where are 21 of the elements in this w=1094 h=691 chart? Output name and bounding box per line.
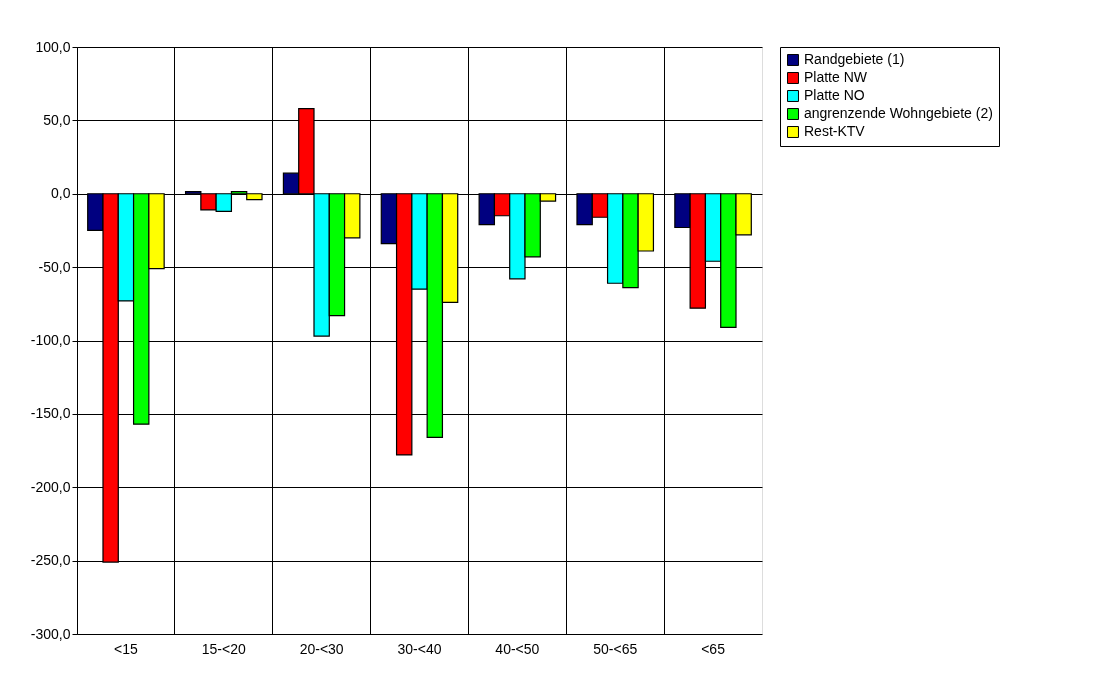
y-tick-label: -300,0 <box>30 625 71 642</box>
x-tick-label: <15 <box>114 640 139 657</box>
y-tick-label: 50,0 <box>43 111 71 128</box>
y-tick-label: 100,0 <box>35 38 71 55</box>
x-tick-label: 40-<50 <box>495 640 540 657</box>
x-tick-label: 30-<40 <box>397 640 442 657</box>
legend-label: Rest-KTV <box>804 123 866 139</box>
y-tick-label: 0,0 <box>51 185 71 202</box>
x-tick-label: 15-<20 <box>201 640 246 657</box>
legend-label: angrenzende Wohngebiete (2) <box>804 105 993 121</box>
y-tick-label: -50,0 <box>38 258 71 275</box>
legend-label: Platte NO <box>804 87 865 103</box>
legend-label: Randgebiete (1) <box>804 51 905 67</box>
y-tick-label: -150,0 <box>30 405 71 422</box>
legend-label: Platte NW <box>804 69 868 85</box>
x-tick-label: 50-<65 <box>593 640 638 657</box>
x-tick-label: 20-<30 <box>299 640 344 657</box>
y-tick-label: -250,0 <box>30 552 71 569</box>
y-tick-label: -200,0 <box>30 478 71 495</box>
x-tick-label: <65 <box>701 640 726 657</box>
y-tick-label: -100,0 <box>30 332 71 348</box>
